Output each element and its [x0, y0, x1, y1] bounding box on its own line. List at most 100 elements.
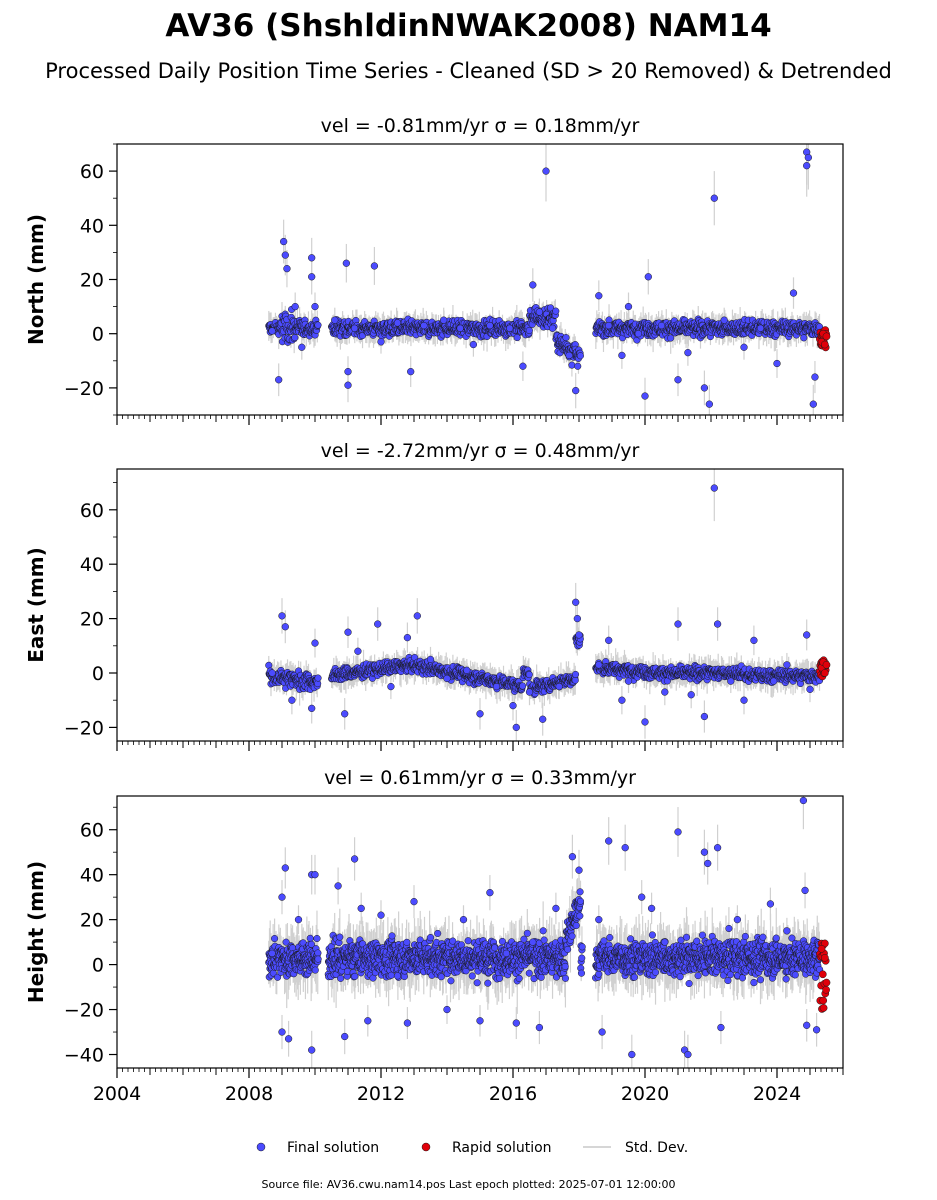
data-point-outlier	[275, 376, 283, 384]
figure-subtitle: Processed Daily Position Time Series - C…	[45, 59, 892, 83]
data-point-outlier	[278, 612, 286, 620]
final-solution-points	[265, 148, 824, 408]
data-point-outlier	[783, 661, 791, 669]
plot-area	[117, 144, 843, 415]
data-point-outlier	[456, 324, 464, 332]
data-point-outlier	[426, 655, 435, 664]
data-point-outlier	[727, 677, 735, 685]
data-point-outlier	[443, 674, 451, 683]
data-point-outlier	[644, 273, 652, 281]
data-point-outlier	[374, 620, 382, 628]
data-point-outlier	[700, 384, 709, 392]
data-point	[568, 361, 576, 369]
data-point-outlier	[618, 696, 626, 704]
data-point-outlier	[595, 292, 603, 300]
y-axis-label: East (mm)	[24, 547, 48, 663]
y-axis-label: North (mm)	[24, 214, 48, 345]
data-point-outlier	[809, 400, 817, 408]
plot-area	[117, 469, 843, 741]
data-point-outlier	[634, 330, 643, 338]
y-tick-label: 40	[80, 554, 104, 576]
data-point-outlier	[539, 715, 547, 723]
data-point	[291, 334, 299, 342]
data-point	[513, 334, 521, 342]
rapid-point	[822, 332, 831, 341]
data-point-outlier	[308, 254, 316, 262]
y-tick-label: −20	[64, 378, 104, 400]
data-point	[314, 321, 322, 329]
data-point-outlier	[344, 628, 352, 636]
data-point-outlier	[308, 704, 316, 713]
data-point-outlier	[281, 623, 289, 631]
data-point-outlier	[770, 677, 778, 685]
data-point-outlier	[331, 316, 339, 324]
data-point-outlier	[354, 647, 362, 655]
data-point-outlier	[713, 620, 722, 628]
data-point-outlier	[565, 351, 573, 360]
data-point-outlier	[573, 614, 581, 623]
data-point-outlier	[641, 718, 649, 726]
data-point-outlier	[525, 688, 534, 696]
data-point-outlier	[413, 612, 421, 620]
data-point-outlier	[674, 376, 682, 384]
x-ticks	[116, 741, 844, 751]
panel-title: vel = -2.72mm/yr σ = 0.48mm/yr	[321, 440, 640, 462]
y-ticks	[109, 482, 117, 729]
data-point-outlier	[803, 162, 811, 170]
y-tick-label: 60	[80, 161, 104, 183]
panel-1: −20 0 20 40 60 vel = -0.81mm/yr σ = 0.18mm/yr…	[24, 115, 844, 425]
data-point-outlier	[575, 631, 583, 639]
data-point-outlier	[288, 696, 296, 704]
data-point-outlier	[687, 691, 695, 699]
data-layer	[265, 144, 831, 415]
y-tick-label: 0	[92, 324, 104, 346]
data-point-outlier	[393, 319, 402, 327]
data-point-outlier	[803, 631, 811, 639]
data-point-outlier	[377, 338, 385, 346]
data-point-outlier	[463, 666, 471, 674]
data-point-outlier	[512, 723, 520, 732]
y-ticks	[109, 143, 117, 416]
data-point-outlier	[344, 381, 352, 389]
data-point-outlier	[572, 386, 580, 395]
data-point-outlier	[281, 251, 289, 259]
data-point-outlier	[291, 302, 299, 311]
data-point	[800, 334, 808, 342]
rapid-point	[822, 660, 831, 669]
data-point	[519, 682, 527, 690]
data-point-outlier	[283, 265, 291, 273]
data-point-outlier	[595, 661, 603, 669]
data-point-outlier	[268, 327, 276, 335]
data-point	[574, 362, 582, 370]
data-point-outlier	[268, 669, 276, 677]
data-point-outlier	[341, 710, 349, 718]
data-point	[525, 671, 533, 679]
rapid-solution-points	[816, 326, 831, 352]
data-point	[552, 307, 560, 315]
data-point-outlier	[700, 712, 709, 721]
data-point-outlier	[370, 262, 379, 270]
data-point-outlier	[469, 340, 478, 349]
figure-title: AV36 (ShshldinNWAK2008) NAM14	[165, 8, 771, 44]
data-point-outlier	[542, 167, 550, 175]
data-point	[547, 304, 555, 312]
data-point-outlier	[311, 639, 319, 647]
data-point-outlier	[403, 633, 412, 642]
data-point-outlier	[624, 677, 633, 685]
data-point-outlier	[710, 484, 718, 492]
panel-2: −20 0 20 40 60 vel = -2.72mm/yr σ = 0.48mm/yr…	[24, 440, 844, 751]
data-point-outlier	[684, 349, 692, 357]
data-point-outlier	[605, 321, 613, 330]
rapid-solution-points	[816, 656, 831, 681]
data-point-outlier	[641, 392, 649, 400]
data-point-outlier	[492, 682, 501, 691]
data-point-outlier	[555, 682, 563, 691]
data-point-outlier	[674, 620, 682, 628]
y-tick-label: 20	[80, 270, 104, 292]
data-point-outlier	[811, 373, 819, 381]
y-tick-label: 0	[92, 663, 104, 685]
data-point	[525, 326, 533, 335]
data-point-outlier	[342, 259, 351, 267]
data-point-outlier	[572, 598, 580, 606]
